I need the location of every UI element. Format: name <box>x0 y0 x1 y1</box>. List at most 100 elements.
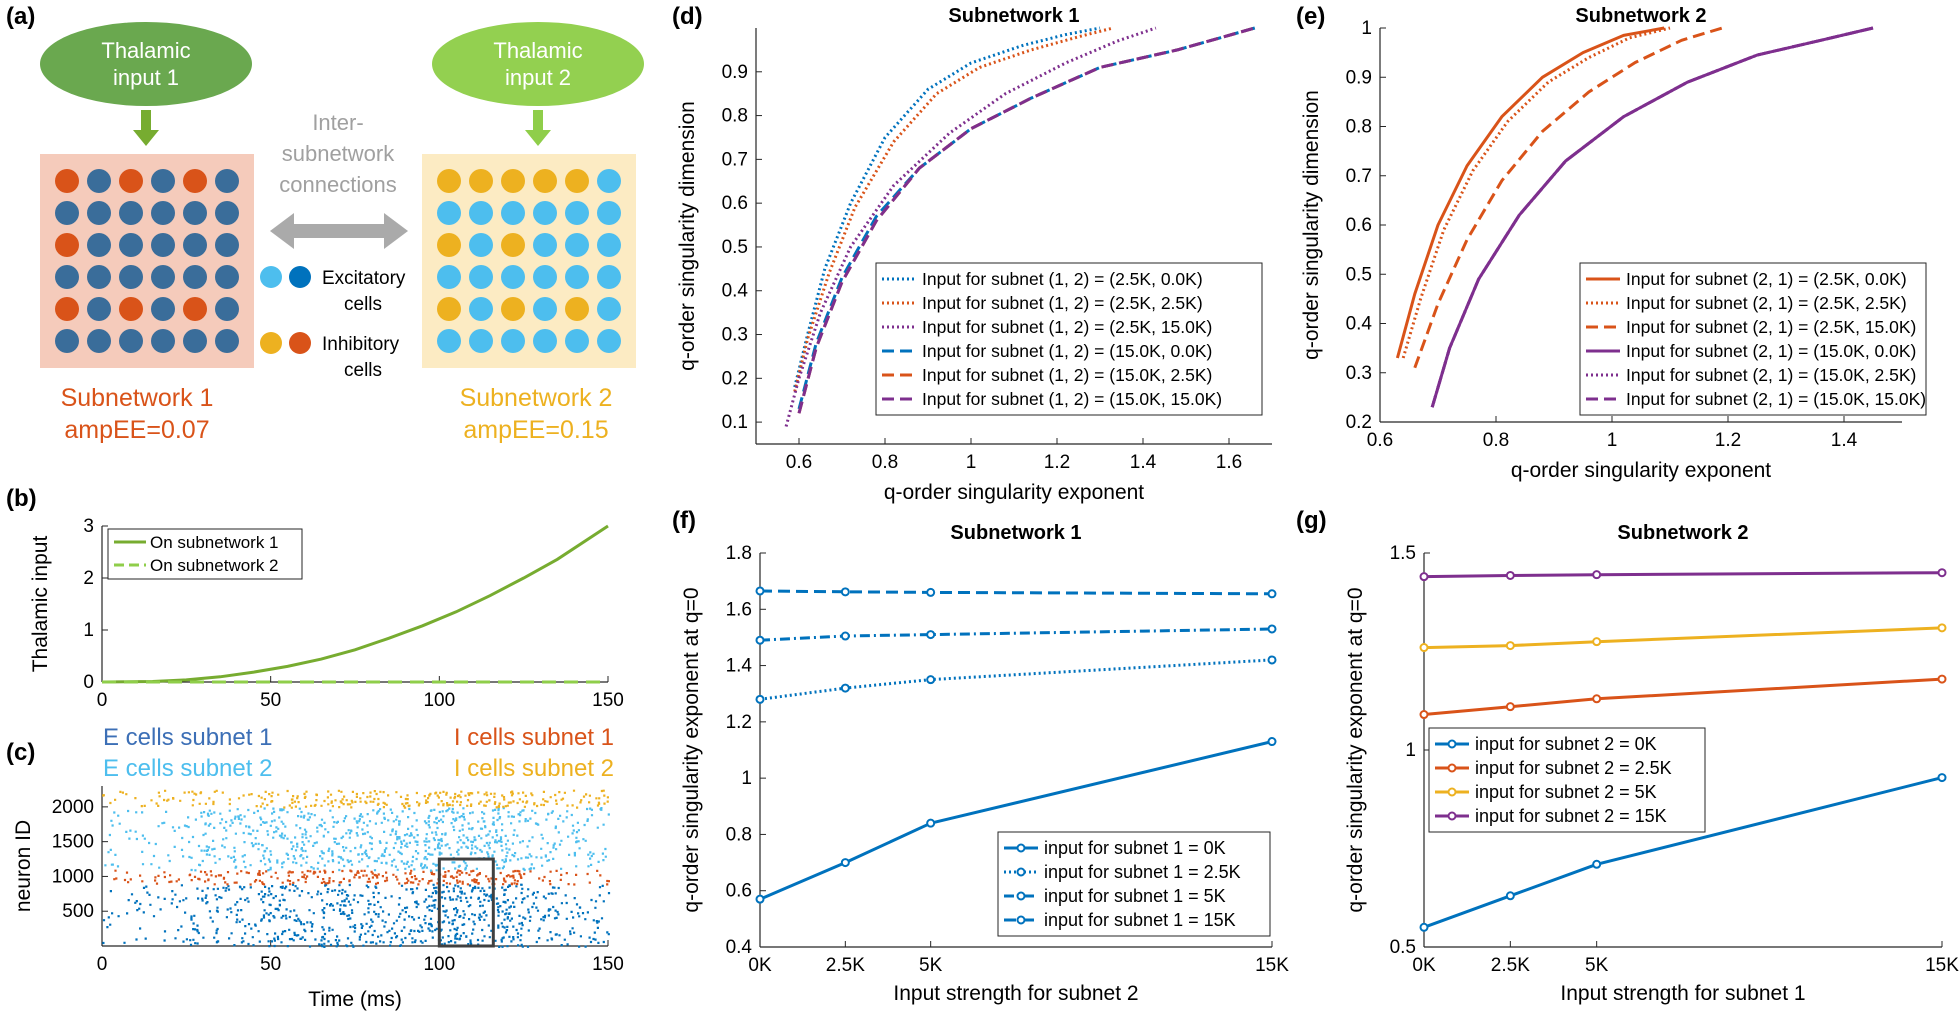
panel-f-label: (f) <box>672 507 696 534</box>
inhibitory-cell <box>437 169 461 193</box>
legend-box <box>1428 727 1706 833</box>
excitatory-cell <box>597 265 621 289</box>
legend-entry: On subnetwork 1 <box>150 533 279 552</box>
y-tick-label: 1.4 <box>726 656 753 677</box>
excitatory-cell <box>565 233 589 257</box>
x-tick-label: 50 <box>260 690 281 711</box>
spike-group-4 <box>102 789 609 809</box>
inhibitory-cell <box>119 169 143 193</box>
data-point <box>1267 589 1277 599</box>
data-point <box>1505 570 1515 580</box>
series-line-2 <box>1401 26 1671 359</box>
subnetwork-1-box <box>40 154 254 368</box>
excitatory-cell <box>55 329 79 353</box>
data-point <box>755 635 765 645</box>
legend-marker <box>1016 915 1026 925</box>
y-tick-label: 0.4 <box>722 281 749 302</box>
x-tick-label: 2.5K <box>1491 955 1530 976</box>
data-point <box>926 818 936 828</box>
x-tick-label: 0.6 <box>786 452 812 473</box>
excitatory-cell <box>565 201 589 225</box>
x-axis-label: Input strength for subnet 2 <box>893 982 1138 1005</box>
data-point <box>1592 637 1602 647</box>
excitatory-cell <box>87 169 111 193</box>
excitatory-cell <box>501 265 525 289</box>
inhibitory-cell <box>437 233 461 257</box>
chart-title: Subnetwork 2 <box>1575 5 1706 27</box>
subnetwork-2-title: Subnetwork 2 <box>460 384 613 412</box>
double-arrow-icon <box>270 213 408 249</box>
excitatory-cell <box>533 201 557 225</box>
series-line-3 <box>1413 26 1723 369</box>
data-point <box>1937 674 1947 684</box>
x-tick-label: 1 <box>1607 430 1618 451</box>
x-tick-label: 1 <box>966 452 977 473</box>
x-tick-label: 15K <box>1255 955 1289 976</box>
excitatory-cell <box>55 201 79 225</box>
x-axis-label: Input strength for subnet 1 <box>1560 982 1805 1005</box>
x-axis-label: q-order singularity exponent <box>1511 459 1771 482</box>
spike-group-1 <box>102 883 611 948</box>
excitatory-cell <box>119 265 143 289</box>
excitatory-cell <box>87 201 111 225</box>
excitatory-cell <box>597 169 621 193</box>
chart-title: Subnetwork 1 <box>948 5 1079 27</box>
inhibitory-cell <box>565 169 589 193</box>
series-line-4 <box>1423 571 1943 579</box>
excitatory-cell <box>151 169 175 193</box>
data-point <box>1937 623 1947 633</box>
thalamic-input-2-line2: input 2 <box>505 65 571 90</box>
y-tick-label: 0.8 <box>726 824 752 845</box>
series-line-6 <box>1430 26 1874 408</box>
series-line-3 <box>784 26 1157 427</box>
inter-label-line3: connections <box>279 172 396 197</box>
legend-marker <box>1447 787 1457 797</box>
y-tick-label: 0.2 <box>1346 412 1372 433</box>
thalamic-input-1-line1: Thalamic <box>101 38 190 63</box>
y-tick-label: 0.4 <box>726 937 753 958</box>
data-point <box>1419 643 1429 653</box>
excitatory-label-line1: Excitatory <box>322 268 406 289</box>
excitatory-cell <box>215 169 239 193</box>
x-tick-label: 0.8 <box>872 452 898 473</box>
legend-marker <box>1447 763 1457 773</box>
down-arrow-2 <box>525 110 551 146</box>
chart-title: Subnetwork 1 <box>950 522 1081 544</box>
y-tick-label: 0.9 <box>1346 67 1372 88</box>
legend-entry: input for subnet 1 = 0K <box>1044 838 1226 858</box>
y-tick-label: 1 <box>1361 18 1372 39</box>
data-point <box>926 675 936 685</box>
data-point <box>1505 702 1515 712</box>
panel-g-label: (g) <box>1296 507 1327 534</box>
legend-entry: Input for subnet (1, 2) = (15.0K, 2.5K) <box>922 365 1212 385</box>
excitatory-cell <box>87 233 111 257</box>
y-tick-label: 1.8 <box>726 543 752 564</box>
data-point <box>755 694 765 704</box>
x-tick-label: 1.2 <box>1715 430 1741 451</box>
excitatory-cell <box>533 233 557 257</box>
legend-i-cells-subnet-2: I cells subnet 2 <box>454 755 614 782</box>
excitatory-cell <box>87 265 111 289</box>
subnetwork-1-cells <box>55 169 239 353</box>
subnetwork-2-box <box>422 154 636 368</box>
x-tick-label: 5K <box>1585 955 1609 976</box>
series-line-1 <box>759 740 1273 901</box>
x-axis-label: Time (ms) <box>308 988 402 1011</box>
series-line-6 <box>797 26 1256 414</box>
legend-box <box>1579 262 1927 416</box>
data-point <box>840 587 850 597</box>
excitatory-cell <box>533 329 557 353</box>
excitatory-cell <box>215 201 239 225</box>
series-line-2 <box>1423 677 1943 716</box>
x-tick-label: 0K <box>1412 955 1436 976</box>
y-tick-label: 0.3 <box>722 325 748 346</box>
inhibitory-label-line2: cells <box>344 360 382 381</box>
series-line-1 <box>101 524 609 684</box>
y-axis-label: q-order singularity exponent at q=0 <box>1344 587 1367 912</box>
inhibitory-cell <box>55 297 79 321</box>
subnetwork-2-ampee: ampEE=0.15 <box>463 416 608 444</box>
y-tick-label: 0.8 <box>1346 117 1372 138</box>
thalamic-input-1-line2: input 1 <box>113 65 179 90</box>
thalamic-input-2-line1: Thalamic <box>493 38 582 63</box>
legend-entry: On subnetwork 2 <box>150 556 279 575</box>
